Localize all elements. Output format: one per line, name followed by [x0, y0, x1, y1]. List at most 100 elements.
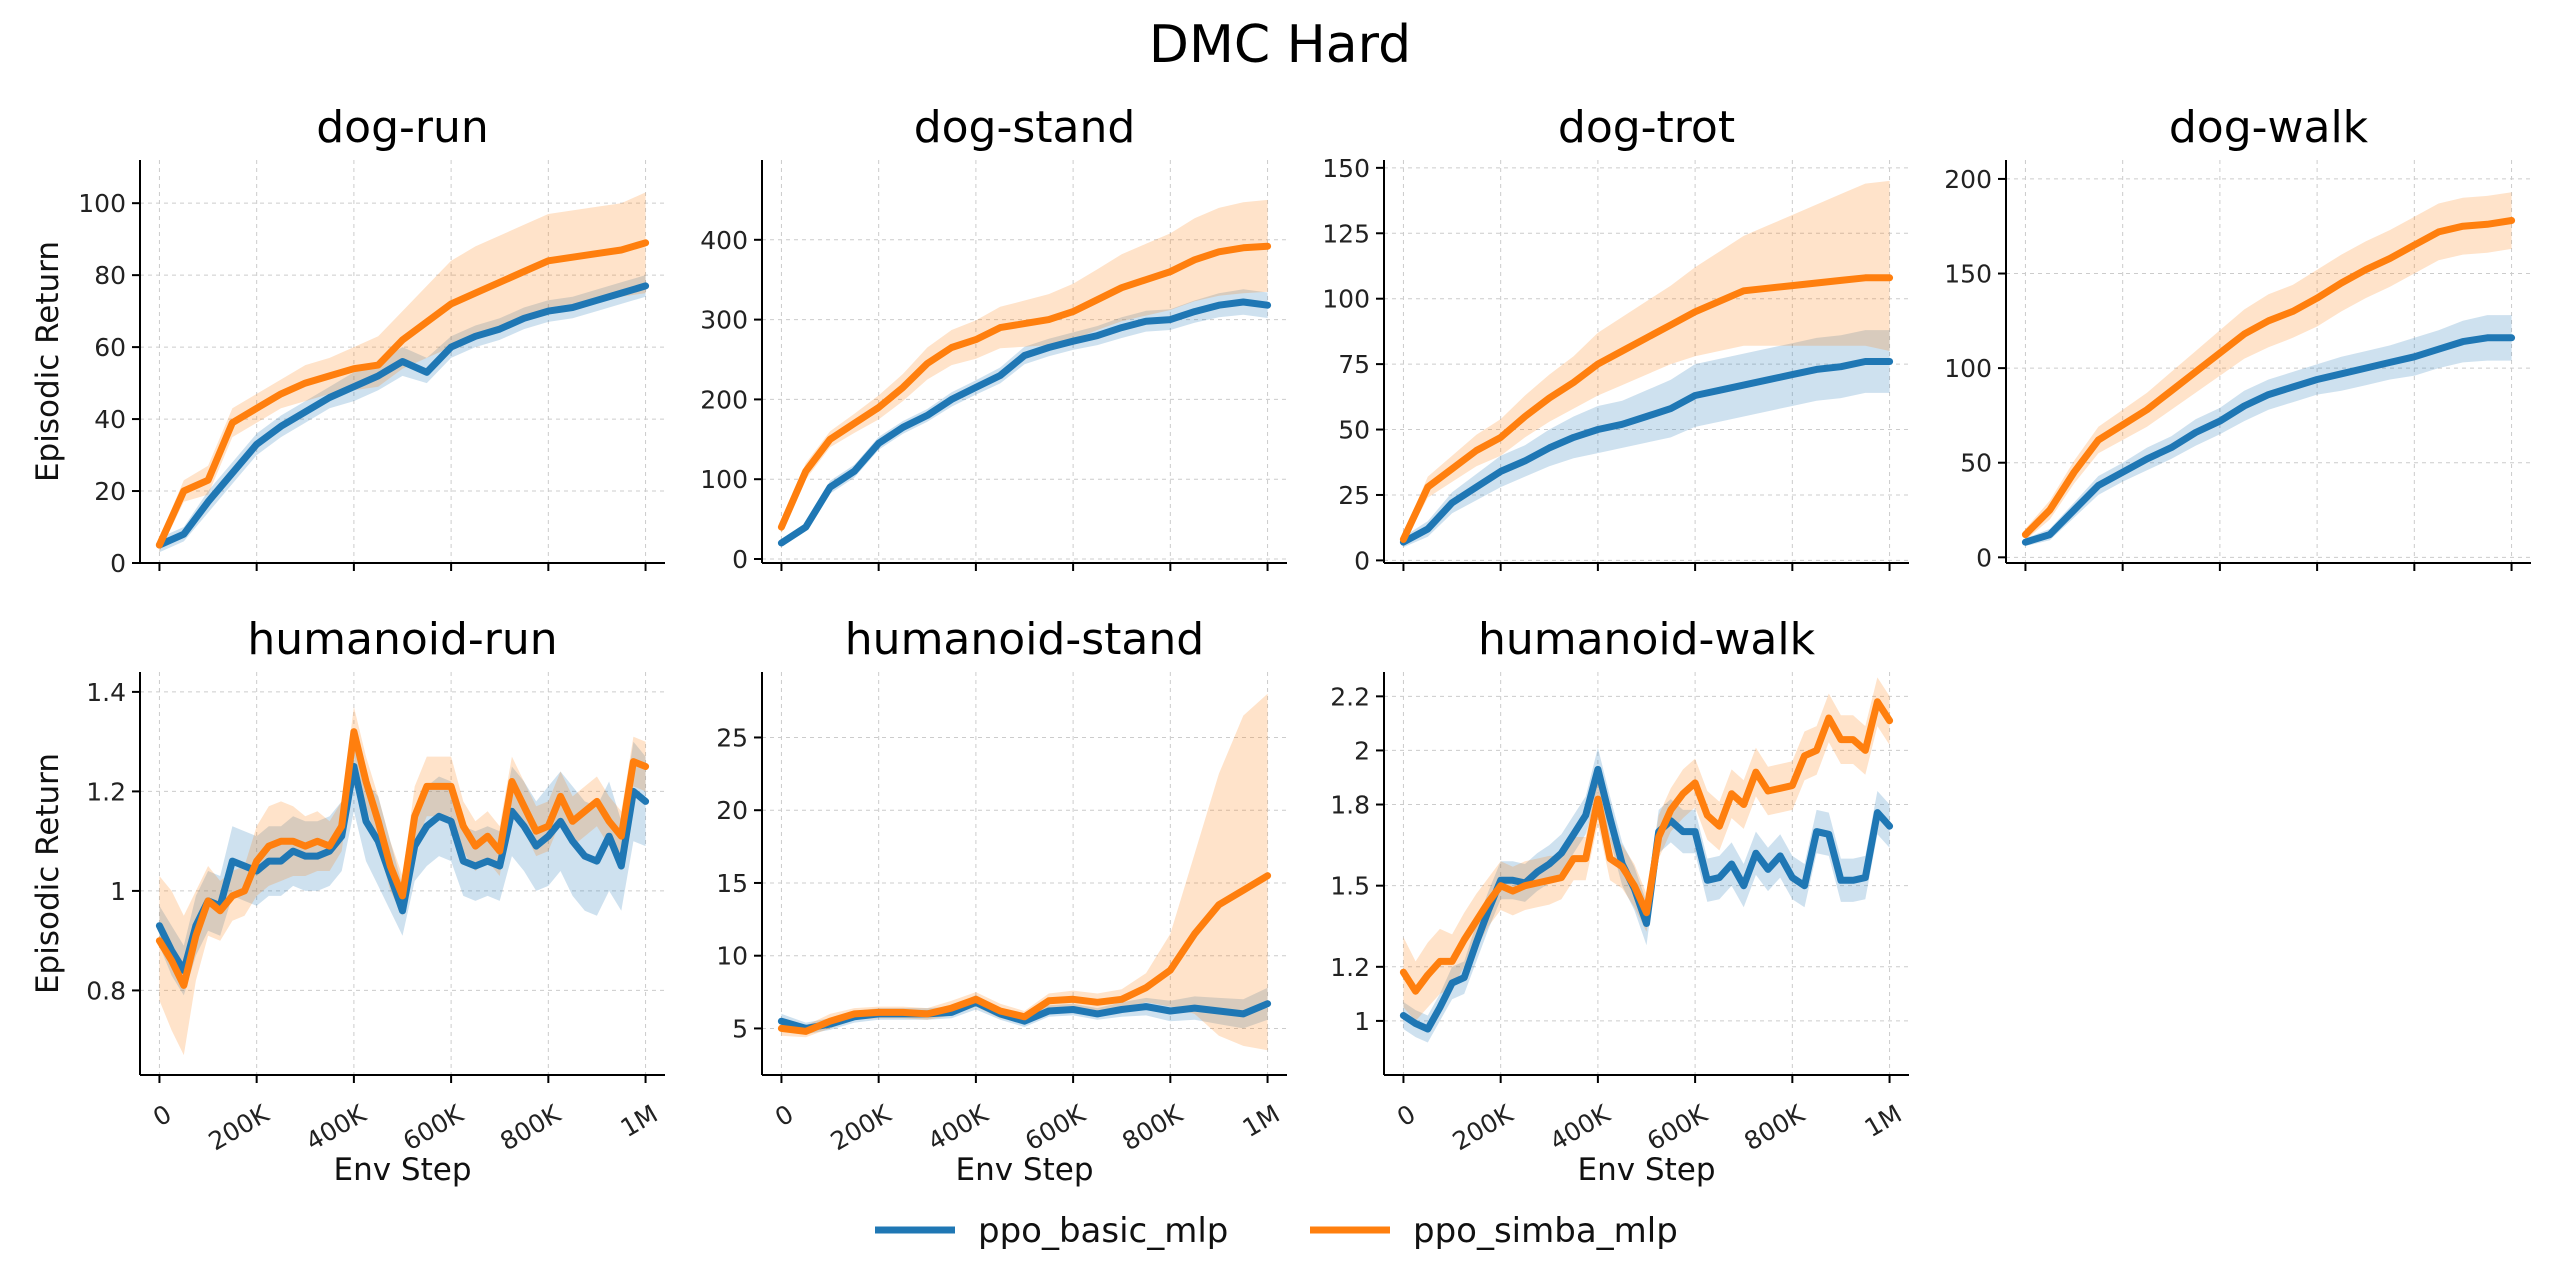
x-tick-label: 200K — [826, 1099, 897, 1156]
band-ppo-basic-mlp — [1403, 330, 1890, 548]
panel-humanoid-stand: 5 10 15 20 25 0 200K 400K 600K 800K 1M humanoid-sta… — [716, 614, 1287, 1188]
y-tick-label: 1.2 — [86, 777, 126, 806]
y-tick-label: 0 — [110, 549, 126, 578]
line-ppo-simba-mlp — [777, 872, 1272, 1035]
x-tick-label: 600K — [398, 1099, 469, 1156]
x-tick-label: 1M — [1238, 1099, 1285, 1143]
y-tick-label: 75 — [1338, 350, 1370, 379]
line-ppo-basic-mlp — [777, 298, 1272, 547]
y-tick-label: 0.8 — [86, 976, 126, 1005]
band-ppo-simba-mlp — [2025, 192, 2512, 541]
y-tick-label: 0 — [732, 545, 748, 574]
x-tick-label: 1M — [1860, 1099, 1907, 1143]
x-tick-label: 0 — [1392, 1099, 1420, 1132]
x-tick-label: 200K — [1448, 1099, 1519, 1156]
y-tick-label: 150 — [1322, 154, 1370, 183]
y-tick-label: 25 — [716, 723, 748, 752]
x-tick-label: 800K — [1117, 1099, 1188, 1156]
line-ppo-simba-mlp — [155, 239, 650, 549]
y-tick-label: 1 — [1354, 1007, 1370, 1036]
line-ppo-basic-mlp — [1399, 765, 1894, 1033]
line-ppo-basic-mlp — [155, 763, 650, 974]
y-tick-label: 25 — [1338, 481, 1370, 510]
panel-dog-trot: 0 25 50 75 100 125 150 dog-trot — [1322, 102, 1909, 575]
panel-title: dog-trot — [1558, 102, 1735, 153]
x-tick-label: 1M — [616, 1099, 663, 1143]
band-ppo-simba-mlp — [1403, 180, 1890, 545]
panel-title: humanoid-walk — [1478, 614, 1816, 665]
x-axis-label: Env Step — [333, 1152, 471, 1188]
panel-humanoid-run: 0.8 1 1.2 1.4 0 200K 400K 600K 800K 1M humanoid-ru… — [30, 614, 665, 1188]
panel-dog-stand: 0 100 200 300 400 dog-stand — [700, 102, 1287, 574]
panel-dog-walk: 0 50 100 150 200 dog-walk — [1944, 102, 2531, 572]
line-ppo-basic-mlp — [155, 282, 650, 549]
panel-title: humanoid-stand — [845, 614, 1204, 665]
y-axis-label: Episodic Return — [30, 241, 66, 482]
y-tick-label: 100 — [1322, 285, 1370, 314]
panel-title: dog-stand — [914, 102, 1136, 153]
line-ppo-simba-mlp — [1399, 698, 1894, 995]
y-tick-label: 0 — [1976, 543, 1992, 572]
y-tick-label: 1 — [110, 877, 126, 906]
y-tick-label: 15 — [716, 869, 748, 898]
figure-title: DMC Hard — [1149, 15, 1411, 75]
y-tick-label: 150 — [1944, 260, 1992, 289]
y-tick-label: 100 — [1944, 354, 1992, 383]
panel-title: dog-walk — [2169, 102, 2369, 153]
x-axis-label: Env Step — [1577, 1152, 1715, 1188]
y-tick-label: 100 — [700, 465, 748, 494]
x-tick-label: 400K — [1545, 1099, 1616, 1156]
x-tick-label: 800K — [495, 1099, 566, 1156]
y-tick-label: 20 — [716, 796, 748, 825]
y-tick-label: 60 — [94, 333, 126, 362]
band-ppo-basic-mlp — [781, 289, 1268, 547]
band-ppo-basic-mlp — [2025, 315, 2512, 546]
y-tick-label: 300 — [700, 306, 748, 335]
line-ppo-simba-mlp — [1399, 274, 1894, 543]
y-tick-label: 400 — [700, 226, 748, 255]
x-axis-label: Env Step — [955, 1152, 1093, 1188]
y-tick-label: 200 — [700, 385, 748, 414]
panel-humanoid-walk: 1 1.2 1.5 1.8 2 2.2 0 200K 400K 600K 800K 1M humanoi… — [1330, 614, 1909, 1188]
y-tick-label: 0 — [1354, 546, 1370, 575]
legend-label-ppo-simba-mlp: ppo_simba_mlp — [1413, 1211, 1678, 1251]
y-tick-label: 80 — [94, 261, 126, 290]
y-tick-label: 50 — [1960, 449, 1992, 478]
y-tick-label: 1.2 — [1330, 953, 1370, 982]
panel-title: humanoid-run — [247, 614, 557, 665]
y-tick-label: 2 — [1354, 736, 1370, 765]
y-tick-label: 50 — [1338, 416, 1370, 445]
x-tick-label: 200K — [204, 1099, 275, 1156]
y-tick-label: 1.5 — [1330, 872, 1370, 901]
line-ppo-simba-mlp — [155, 728, 650, 989]
legend: ppo_basic_mlp ppo_simba_mlp — [875, 1211, 1678, 1251]
band-ppo-simba-mlp — [781, 199, 1268, 534]
x-tick-label: 800K — [1739, 1099, 1810, 1156]
x-tick-label: 0 — [148, 1099, 176, 1132]
y-tick-label: 100 — [78, 189, 126, 218]
x-tick-label: 600K — [1020, 1099, 1091, 1156]
x-tick-label: 600K — [1642, 1099, 1713, 1156]
y-tick-label: 20 — [94, 477, 126, 506]
y-tick-label: 5 — [732, 1014, 748, 1043]
y-tick-label: 200 — [1944, 165, 1992, 194]
y-tick-label: 125 — [1322, 219, 1370, 248]
line-ppo-basic-mlp — [2021, 334, 2516, 546]
band-ppo-basic-mlp — [1403, 747, 1890, 1043]
panel-title: dog-run — [316, 102, 489, 153]
y-tick-label: 40 — [94, 405, 126, 434]
legend-label-ppo-basic-mlp: ppo_basic_mlp — [978, 1211, 1228, 1251]
line-ppo-simba-mlp — [777, 242, 1272, 531]
line-ppo-basic-mlp — [1399, 358, 1894, 546]
band-ppo-simba-mlp — [159, 192, 646, 553]
panel-dog-run: 0 20 40 60 80 100 dog-run Episodic Return — [30, 102, 665, 578]
y-axis-label: Episodic Return — [30, 753, 66, 994]
x-tick-label: 400K — [301, 1099, 372, 1156]
y-tick-label: 10 — [716, 942, 748, 971]
line-ppo-simba-mlp — [2021, 217, 2516, 539]
x-tick-label: 400K — [923, 1099, 994, 1156]
x-tick-label: 0 — [770, 1099, 798, 1132]
y-tick-label: 1.8 — [1330, 791, 1370, 820]
